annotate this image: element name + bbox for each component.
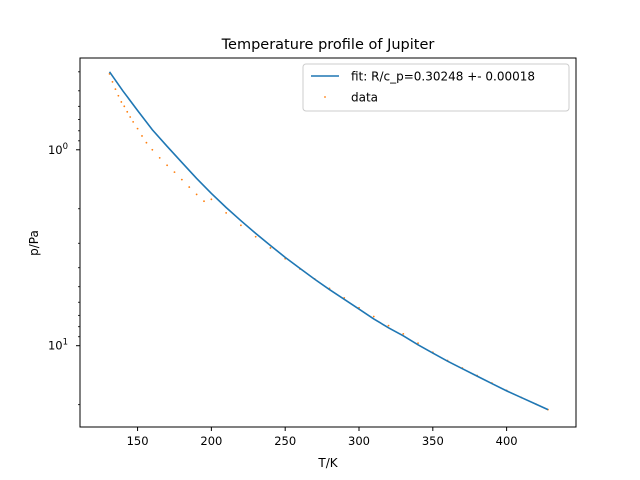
legend-label-fit: fit: R/c_p=0.30248 +- 0.00018: [351, 70, 535, 84]
legend: fit: R/c_p=0.30248 +- 0.00018 data: [302, 63, 570, 112]
data-point: [225, 212, 228, 214]
fit-line: [108, 71, 549, 411]
data-point: [254, 235, 257, 238]
data-point: [173, 171, 176, 174]
x-axis-label: T/K: [317, 456, 338, 470]
y-axis-label: p/Pa: [27, 230, 41, 256]
data-point: [136, 127, 139, 130]
data-point: [158, 157, 161, 159]
y-tick-label: 101: [48, 338, 68, 353]
y-tick-label: 100: [48, 142, 68, 157]
data-point: [117, 94, 120, 97]
data-point: [372, 315, 375, 318]
x-axis: 150 200 250 300 350 400: [127, 427, 518, 448]
fit-line-layer: [108, 71, 549, 411]
legend-label-data: data: [351, 91, 378, 105]
x-tick-label: 250: [274, 434, 296, 448]
chart-title: Temperature profile of Jupiter: [221, 37, 435, 53]
data-point: [269, 247, 272, 249]
data-point: [210, 198, 213, 201]
legend-box: [302, 63, 570, 112]
x-tick-label: 150: [127, 434, 149, 448]
data-point: [129, 116, 132, 118]
data-point: [180, 178, 183, 181]
y-axis: 100 101: [48, 71, 80, 406]
data-point: [240, 224, 242, 227]
data-point: [120, 101, 123, 103]
data-point: [141, 135, 143, 137]
x-tick-label: 300: [348, 434, 370, 448]
x-tick-label: 350: [422, 434, 444, 448]
data-point: [145, 141, 148, 144]
x-tick-label: 200: [200, 434, 222, 448]
data-point: [111, 80, 114, 83]
axes-frame: [79, 57, 577, 428]
data-point: [123, 105, 126, 108]
legend-point-swatch: [324, 96, 326, 98]
data-point: [195, 193, 198, 196]
data-point: [166, 164, 169, 167]
x-tick-label: 400: [496, 434, 518, 448]
data-point: [402, 332, 405, 335]
data-point: [126, 110, 129, 113]
data-point: [417, 342, 419, 345]
data-point: [151, 148, 154, 151]
data-point: [188, 186, 191, 188]
data-point: [203, 200, 205, 203]
data-point: [132, 120, 135, 123]
data-point: [387, 324, 390, 327]
data-point: [114, 88, 117, 90]
